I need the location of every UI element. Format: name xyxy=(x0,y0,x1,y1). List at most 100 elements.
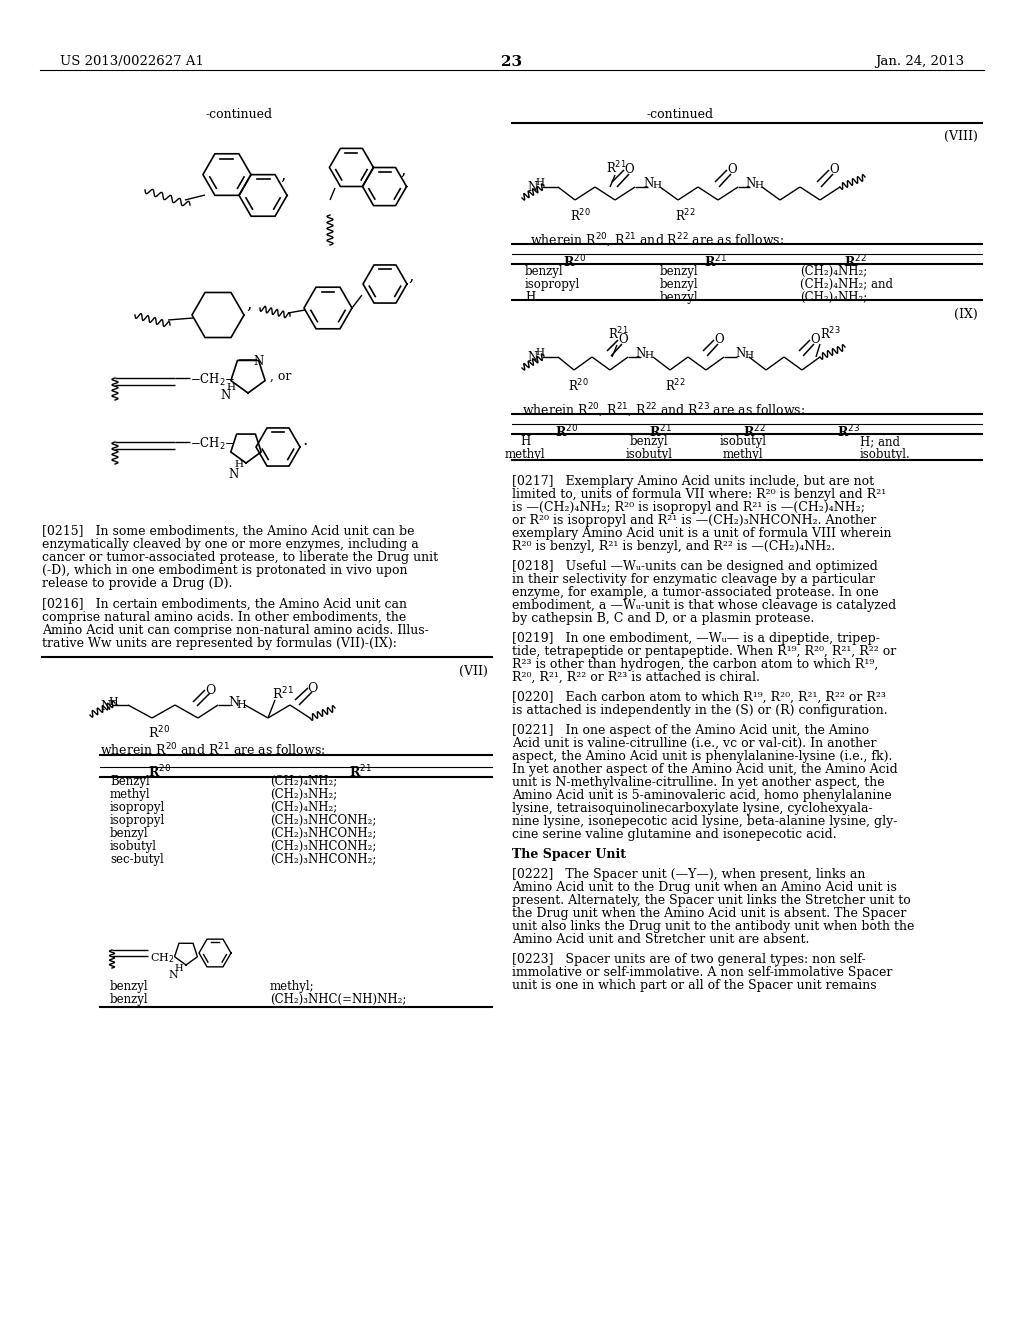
Text: Amino Acid unit and Stretcher unit are absent.: Amino Acid unit and Stretcher unit are a… xyxy=(512,933,809,946)
Text: R$^{20}$: R$^{20}$ xyxy=(555,424,579,441)
Text: H: H xyxy=(644,351,653,360)
Text: (CH₂)₃NHC(=NH)NH₂;: (CH₂)₃NHC(=NH)NH₂; xyxy=(270,993,407,1006)
Text: R$^{21}$: R$^{21}$ xyxy=(272,686,294,702)
Text: -continued: -continued xyxy=(205,108,272,121)
Text: (IX): (IX) xyxy=(954,308,978,321)
Text: N: N xyxy=(745,177,756,190)
Text: O: O xyxy=(307,682,317,696)
Text: [0223]   Spacer units are of two general types: non self-: [0223] Spacer units are of two general t… xyxy=(512,953,865,966)
Text: N: N xyxy=(635,347,645,360)
Text: isopropyl: isopropyl xyxy=(525,279,581,290)
Text: H: H xyxy=(535,178,544,187)
Text: (VII): (VII) xyxy=(459,665,488,678)
Text: In yet another aspect of the Amino Acid unit, the Amino Acid: In yet another aspect of the Amino Acid … xyxy=(512,763,898,776)
Text: ,: , xyxy=(280,168,286,183)
Text: aspect, the Amino Acid unit is phenylalanine-lysine (i.e., fk).: aspect, the Amino Acid unit is phenylala… xyxy=(512,750,892,763)
Text: comprise natural amino acids. In other embodiments, the: comprise natural amino acids. In other e… xyxy=(42,611,407,624)
Text: is attached is independently in the (S) or (R) configuration.: is attached is independently in the (S) … xyxy=(512,704,888,717)
Text: R$^{21}$: R$^{21}$ xyxy=(348,764,372,780)
Text: H: H xyxy=(652,181,662,190)
Text: embodiment, a —Wᵤ-unit is that whose cleavage is catalyzed: embodiment, a —Wᵤ-unit is that whose cle… xyxy=(512,599,896,612)
Text: nine lysine, isonepecotic acid lysine, beta-alanine lysine, gly-: nine lysine, isonepecotic acid lysine, b… xyxy=(512,814,897,828)
Text: unit is N-methylvaline-citrulline. In yet another aspect, the: unit is N-methylvaline-citrulline. In ye… xyxy=(512,776,885,789)
Text: cine serine valine glutamine and isonepecotic acid.: cine serine valine glutamine and isonepe… xyxy=(512,828,837,841)
Text: R$^{22}$: R$^{22}$ xyxy=(844,253,866,271)
Text: R$^{21}$: R$^{21}$ xyxy=(606,160,627,177)
Text: Benzyl: Benzyl xyxy=(110,775,150,788)
Text: the Drug unit when the Amino Acid unit is absent. The Spacer: the Drug unit when the Amino Acid unit i… xyxy=(512,907,906,920)
Text: isobutyl: isobutyl xyxy=(626,447,673,461)
Text: H: H xyxy=(754,181,763,190)
Text: methyl;: methyl; xyxy=(270,979,314,993)
Text: The Spacer Unit: The Spacer Unit xyxy=(512,847,626,861)
Text: R$^{22}$: R$^{22}$ xyxy=(743,424,766,441)
Text: O: O xyxy=(810,333,819,346)
Text: (CH₂)₃NHCONH₂;: (CH₂)₃NHCONH₂; xyxy=(270,853,377,866)
Text: immolative or self-immolative. A non self-immolative Spacer: immolative or self-immolative. A non sel… xyxy=(512,966,892,979)
Text: trative Ww units are represented by formulas (VII)-(IX):: trative Ww units are represented by form… xyxy=(42,638,397,649)
Text: [0216]   In certain embodiments, the Amino Acid unit can: [0216] In certain embodiments, the Amino… xyxy=(42,598,407,611)
Text: N: N xyxy=(253,355,263,368)
Text: O: O xyxy=(714,333,724,346)
Text: N: N xyxy=(228,469,239,480)
Text: tide, tetrapeptide or pentapeptide. When R¹⁹, R²⁰, R²¹, R²² or: tide, tetrapeptide or pentapeptide. When… xyxy=(512,645,896,657)
Text: methyl: methyl xyxy=(505,447,546,461)
Text: R$^{20}$: R$^{20}$ xyxy=(148,764,172,780)
Text: in their selectivity for enzymatic cleavage by a particular: in their selectivity for enzymatic cleav… xyxy=(512,573,874,586)
Text: [0217]   Exemplary Amino Acid units include, but are not: [0217] Exemplary Amino Acid units includ… xyxy=(512,475,874,488)
Text: unit also links the Drug unit to the antibody unit when both the: unit also links the Drug unit to the ant… xyxy=(512,920,914,933)
Text: N: N xyxy=(643,177,653,190)
Text: H: H xyxy=(535,348,544,356)
Text: wherein R$^{20}$, R$^{21}$ and R$^{22}$ are as follows:: wherein R$^{20}$, R$^{21}$ and R$^{22}$ … xyxy=(530,232,784,249)
Text: N: N xyxy=(527,181,538,194)
Text: (CH₂)₄NH₂;: (CH₂)₄NH₂; xyxy=(800,265,867,279)
Text: (-D), which in one embodiment is protonated in vivo upon: (-D), which in one embodiment is protona… xyxy=(42,564,408,577)
Text: isobutyl: isobutyl xyxy=(110,840,157,853)
Text: ,: , xyxy=(246,296,251,313)
Text: R²⁰ is benzyl, R²¹ is benzyl, and R²² is —(CH₂)₄NH₂.: R²⁰ is benzyl, R²¹ is benzyl, and R²² is… xyxy=(512,540,836,553)
Text: Amino Acid unit can comprise non-natural amino acids. Illus-: Amino Acid unit can comprise non-natural… xyxy=(42,624,429,638)
Text: R$^{22}$: R$^{22}$ xyxy=(665,378,686,395)
Text: benzyl: benzyl xyxy=(110,979,148,993)
Text: N: N xyxy=(735,347,745,360)
Text: (CH₂)₄NH₂;: (CH₂)₄NH₂; xyxy=(270,801,337,814)
Text: R$^{22}$: R$^{22}$ xyxy=(675,209,695,224)
Text: wherein R$^{20}$, R$^{21}$, R$^{22}$ and R$^{23}$ are as follows:: wherein R$^{20}$, R$^{21}$, R$^{22}$ and… xyxy=(522,403,805,420)
Text: or R²⁰ is isopropyl and R²¹ is —(CH₂)₃NHCONH₂. Another: or R²⁰ is isopropyl and R²¹ is —(CH₂)₃NH… xyxy=(512,513,877,527)
Text: O: O xyxy=(205,684,215,697)
Text: methyl: methyl xyxy=(110,788,151,801)
Text: R$^{21}$: R$^{21}$ xyxy=(649,424,672,441)
Text: benzyl: benzyl xyxy=(660,265,698,279)
Text: O: O xyxy=(624,162,634,176)
Text: $-$CH$_2$$-$: $-$CH$_2$$-$ xyxy=(190,372,236,388)
Text: benzyl: benzyl xyxy=(660,279,698,290)
Text: present. Alternately, the Spacer unit links the Stretcher unit to: present. Alternately, the Spacer unit li… xyxy=(512,894,910,907)
Text: benzyl: benzyl xyxy=(630,436,669,447)
Text: R$^{23}$: R$^{23}$ xyxy=(837,424,860,441)
Text: H: H xyxy=(520,436,530,447)
Text: O: O xyxy=(618,333,628,346)
Text: Acid unit is valine-citrulline (i.e., vc or val-cit). In another: Acid unit is valine-citrulline (i.e., vc… xyxy=(512,737,877,750)
Text: N: N xyxy=(220,389,230,403)
Text: (CH₂)₄NH₂; and: (CH₂)₄NH₂; and xyxy=(800,279,893,290)
Text: by cathepsin B, C and D, or a plasmin protease.: by cathepsin B, C and D, or a plasmin pr… xyxy=(512,612,814,624)
Text: (CH₂)₃NH₂;: (CH₂)₃NH₂; xyxy=(270,788,337,801)
Text: R$^{23}$: R$^{23}$ xyxy=(820,326,841,343)
Text: R$^{21}$: R$^{21}$ xyxy=(608,326,629,343)
Text: wherein R$^{20}$ and R$^{21}$ are as follows:: wherein R$^{20}$ and R$^{21}$ are as fol… xyxy=(100,742,326,759)
Text: unit is one in which part or all of the Spacer unit remains: unit is one in which part or all of the … xyxy=(512,979,877,993)
Text: R$^{20}$: R$^{20}$ xyxy=(570,209,591,224)
Text: ,: , xyxy=(408,268,414,285)
Text: , or: , or xyxy=(270,370,292,383)
Text: H: H xyxy=(234,459,243,469)
Text: (VIII): (VIII) xyxy=(944,129,978,143)
Text: H: H xyxy=(226,383,234,392)
Text: 23: 23 xyxy=(502,55,522,69)
Text: Jan. 24, 2013: Jan. 24, 2013 xyxy=(874,55,964,69)
Text: O: O xyxy=(727,162,736,176)
Text: is —(CH₂)₄NH₂; R²⁰ is isopropyl and R²¹ is —(CH₂)₄NH₂;: is —(CH₂)₄NH₂; R²⁰ is isopropyl and R²¹ … xyxy=(512,502,865,513)
Text: -continued: -continued xyxy=(646,108,714,121)
Text: exemplary Amino Acid unit is a unit of formula VIII wherein: exemplary Amino Acid unit is a unit of f… xyxy=(512,527,892,540)
Text: enzyme, for example, a tumor-associated protease. In one: enzyme, for example, a tumor-associated … xyxy=(512,586,879,599)
Text: R$^{20}$: R$^{20}$ xyxy=(568,378,589,395)
